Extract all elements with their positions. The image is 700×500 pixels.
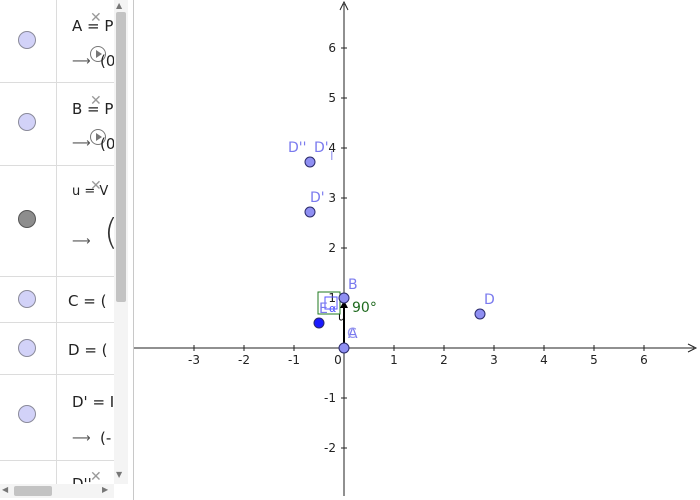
definition-C[interactable]: C = (: [68, 292, 107, 310]
x-tick-label: 2: [440, 353, 448, 367]
y-tick-label: 1: [328, 291, 336, 305]
point-label: A: [348, 326, 358, 342]
visibility-toggle-A[interactable]: [18, 31, 36, 49]
algebra-row-D-prime[interactable]: D' = I ⟶ (-: [0, 375, 114, 461]
definition-A[interactable]: A = P: [72, 17, 114, 35]
point-label: D': [314, 140, 329, 156]
y-tick-label: 5: [328, 91, 336, 105]
arrow-icon: ⟶: [72, 234, 91, 249]
arrow-icon: ⟶: [72, 136, 91, 151]
value-D-prime: (-: [100, 429, 112, 447]
point-label: D'': [288, 140, 306, 156]
definition-D[interactable]: D = (: [68, 341, 108, 359]
arrow-icon: ⟶: [72, 431, 91, 446]
vector-u-arrowhead-icon: [340, 300, 348, 308]
y-tick-label: 6: [328, 41, 336, 55]
scroll-up-icon[interactable]: ▲: [116, 1, 123, 10]
x-tick-label: 5: [590, 353, 598, 367]
point-B[interactable]: [338, 292, 350, 304]
point-D'[interactable]: [304, 206, 316, 218]
x-tick-label: 4: [540, 353, 548, 367]
point-E[interactable]: [313, 317, 325, 329]
play-icon[interactable]: [90, 129, 106, 145]
coordinate-axes: [134, 0, 698, 496]
value-B: (0: [100, 135, 116, 153]
visibility-toggle-D[interactable]: [18, 339, 36, 357]
x-tick-label: 0: [334, 353, 342, 367]
algebra-row-B[interactable]: B = P ✕ ⟶ (0: [0, 83, 116, 166]
y-tick-label: -2: [324, 441, 336, 455]
vector-u-label: u: [338, 311, 345, 324]
x-tick-label: -3: [188, 353, 200, 367]
point-label: D': [310, 190, 325, 206]
x-tick-label: -2: [238, 353, 250, 367]
algebra-row-C[interactable]: C = (: [0, 277, 114, 323]
point-D''[interactable]: [304, 156, 316, 168]
axis-ticks: -3 -2 -1 0 1 2 3 4 5 6 6 5 4 3 2 1 -1 -2: [188, 41, 648, 455]
point-A[interactable]: [338, 342, 350, 354]
algebra-row-A[interactable]: A = P ✕ ⟶ (0: [0, 0, 116, 83]
y-tick-label: 2: [328, 241, 336, 255]
rotation-angle-square: [317, 291, 341, 315]
definition-B[interactable]: B = P: [72, 100, 114, 118]
x-axis-arrow-icon: [687, 343, 698, 353]
x-tick-label: 1: [390, 353, 398, 367]
play-icon[interactable]: [90, 46, 106, 62]
algebra-row-D[interactable]: D = (: [0, 323, 114, 375]
point-label: C: [347, 326, 357, 342]
x-tick-label: 3: [490, 353, 498, 367]
point-label: B: [348, 277, 358, 293]
x-tick-label: -1: [288, 353, 300, 367]
visibility-toggle-u[interactable]: [18, 210, 36, 228]
arrow-icon: ⟶: [72, 54, 91, 69]
definition-D-prime[interactable]: D' = I: [72, 393, 115, 411]
delete-icon[interactable]: ✕: [90, 10, 102, 26]
y-tick-label: 4: [328, 141, 336, 155]
algebra-view: A = P ✕ ⟶ (0 B = P ✕ ⟶ (0 u = V ✕ ⟶ ( C …: [0, 0, 134, 500]
point-D[interactable]: [474, 308, 486, 320]
alpha-label: α: [329, 302, 336, 315]
scroll-down-icon[interactable]: ▼: [116, 470, 123, 479]
scroll-right-icon[interactable]: ▶: [102, 485, 109, 494]
construction-objects: 90° αu: [317, 291, 377, 348]
y-tick-label: 3: [328, 191, 336, 205]
point-e-marker: [324, 296, 338, 310]
delete-icon[interactable]: ✕: [90, 178, 102, 194]
horizontal-scrollbar[interactable]: ◀ ▶: [0, 484, 114, 498]
visibility-toggle-C[interactable]: [18, 290, 36, 308]
delete-icon[interactable]: ✕: [90, 469, 102, 485]
point-label: I: [330, 149, 334, 163]
scroll-left-icon[interactable]: ◀: [2, 485, 9, 494]
vertical-scroll-thumb[interactable]: [116, 12, 126, 302]
delete-icon[interactable]: ✕: [90, 93, 102, 109]
point-label: D: [484, 292, 495, 308]
definition-u[interactable]: u = V: [72, 184, 109, 199]
value-A: (0: [100, 52, 116, 70]
visibility-toggle-B[interactable]: [18, 113, 36, 131]
y-tick-label: -1: [324, 391, 336, 405]
x-tick-label: 6: [640, 353, 648, 367]
vertical-scrollbar[interactable]: ▲ ▼: [114, 0, 128, 484]
horizontal-scroll-thumb[interactable]: [14, 486, 52, 496]
point-label: E: [319, 301, 328, 317]
angle-label: 90°: [352, 300, 377, 316]
y-axis-arrow-icon: [339, 0, 349, 11]
visibility-toggle-D-prime[interactable]: [18, 405, 36, 423]
graphics-view[interactable]: -3 -2 -1 0 1 2 3 4 5 6 6 5 4 3 2 1 -1 -2 90° αu D'' D' B D A E D…: [134, 0, 700, 500]
algebra-row-u[interactable]: u = V ✕ ⟶ (: [0, 166, 118, 277]
